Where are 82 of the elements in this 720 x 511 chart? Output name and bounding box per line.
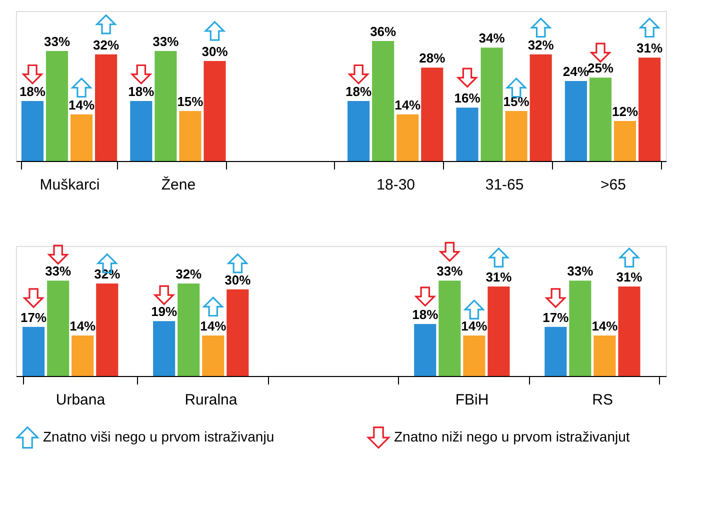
bar	[618, 286, 640, 376]
bar	[638, 58, 661, 161]
bar	[96, 284, 118, 376]
bar	[505, 111, 528, 161]
bar	[179, 111, 202, 161]
x-tick-label: Muškarci	[40, 176, 100, 194]
x-tick-label: FBiH	[455, 392, 489, 408]
bar	[530, 54, 552, 161]
legend-label: Znatno viši nego u prvom istraživanju	[43, 428, 274, 445]
x-tick-label: 31-65	[485, 176, 524, 194]
bar	[438, 280, 461, 376]
bar	[614, 121, 636, 161]
bar	[72, 336, 94, 376]
bar	[202, 336, 224, 376]
bar	[95, 54, 118, 161]
data-label: 30%	[202, 44, 228, 59]
x-tick-label: RS	[592, 392, 613, 408]
bar	[372, 41, 394, 161]
bar	[204, 61, 226, 161]
data-label: 14%	[200, 318, 227, 334]
bar	[22, 326, 45, 376]
data-label: 18%	[412, 307, 439, 322]
x-tick-label: 18-30	[376, 176, 416, 194]
bar	[589, 78, 612, 161]
data-label: 33%	[567, 264, 594, 279]
bar	[480, 48, 503, 161]
data-label: 17%	[20, 310, 48, 325]
bar	[414, 324, 436, 376]
data-label: 34%	[478, 30, 506, 46]
data-label: 32%	[93, 37, 120, 52]
data-label: 19%	[151, 304, 178, 320]
data-label: 25%	[587, 60, 614, 76]
bar	[569, 280, 592, 376]
data-label: 14%	[68, 97, 95, 112]
data-label: 15%	[503, 94, 530, 109]
data-label: 33%	[436, 264, 464, 279]
x-tick-label: Urbana	[56, 392, 106, 408]
bar	[226, 289, 249, 376]
data-label: 33%	[44, 34, 70, 49]
data-label: 36%	[370, 24, 397, 39]
data-label: 14%	[70, 318, 96, 334]
bar	[70, 114, 93, 161]
bar	[488, 286, 510, 376]
data-label: 18%	[128, 84, 155, 99]
bar	[348, 101, 370, 161]
bar	[564, 81, 587, 161]
data-label: 32%	[528, 37, 554, 52]
data-label: 17%	[542, 310, 570, 325]
data-label: 24%	[562, 64, 590, 79]
bar	[396, 114, 419, 161]
bar	[421, 68, 444, 161]
bar	[178, 284, 200, 376]
bar	[456, 108, 478, 161]
data-label: 14%	[592, 318, 618, 334]
data-label: 31%	[616, 269, 643, 284]
bar	[153, 321, 176, 376]
x-tick-label: >65	[600, 176, 626, 194]
legend-label: Znatno niži nego u prvom istraživanjut	[394, 428, 630, 445]
data-label: 14%	[394, 97, 422, 112]
bar	[463, 336, 486, 376]
x-tick-label: Ruralna	[184, 392, 238, 408]
bar	[21, 101, 44, 161]
bar	[46, 51, 68, 161]
data-label: 31%	[486, 269, 512, 284]
data-label: 15%	[177, 94, 204, 109]
bar	[47, 280, 70, 376]
data-label: 18%	[346, 84, 372, 99]
bar	[594, 336, 616, 376]
data-label: 12%	[612, 104, 638, 119]
data-label: 32%	[176, 266, 202, 282]
data-label: 30%	[224, 272, 252, 288]
bar	[544, 326, 567, 376]
x-tick-label: Žene	[161, 176, 196, 194]
data-label: 16%	[454, 90, 481, 106]
data-label: 18%	[19, 84, 46, 99]
data-label: 33%	[152, 34, 180, 49]
data-label: 28%	[419, 50, 446, 66]
bar	[130, 101, 152, 161]
bar	[154, 51, 177, 161]
data-label: 14%	[461, 318, 488, 334]
data-label: 31%	[636, 40, 663, 56]
data-label: 33%	[45, 264, 72, 279]
